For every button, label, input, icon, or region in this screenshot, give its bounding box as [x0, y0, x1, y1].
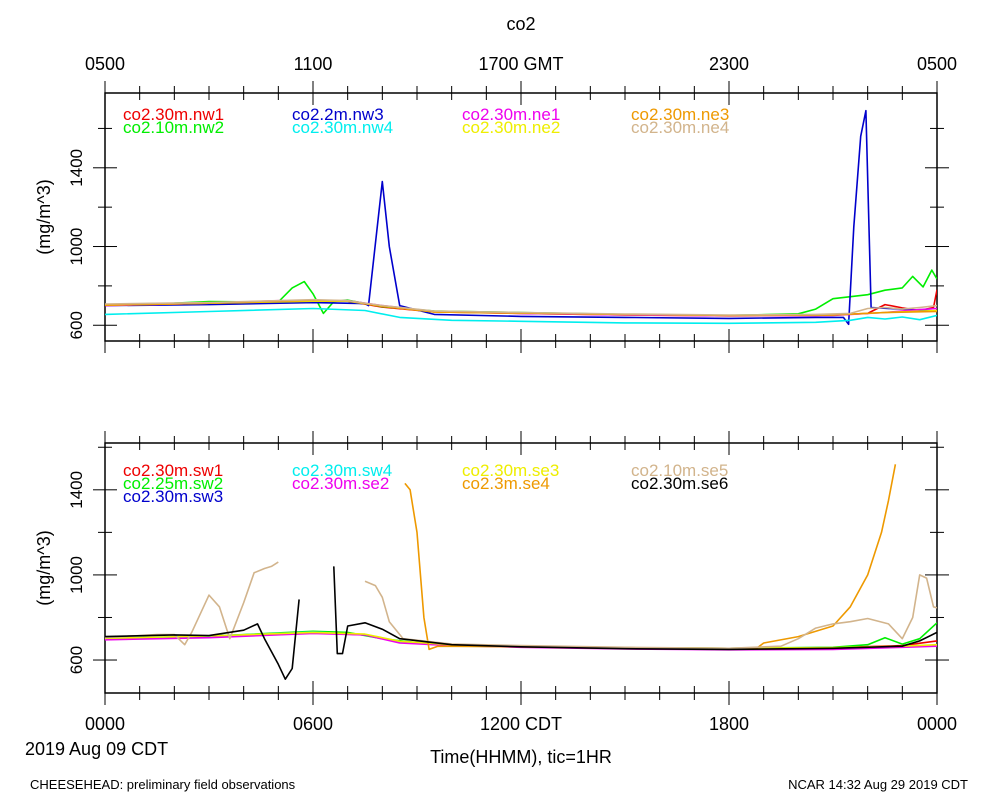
legend-entry: co2.30m.se2 — [292, 474, 389, 493]
top-tick-label: 0500 — [917, 54, 957, 74]
legend-entry: co2.30m.ne3 — [631, 105, 729, 124]
legend-entry: co2.30m.se3 — [462, 461, 559, 480]
date-label: 2019 Aug 09 CDT — [25, 739, 168, 759]
legend-entry: co2.30m.ne1 — [462, 105, 560, 124]
bottom-tick-label: 1200 CDT — [480, 714, 562, 734]
legend-entry: co2.10m.nw2 — [123, 118, 224, 137]
bottom-tick-label: 0000 — [917, 714, 957, 734]
bottom-tick-label: 0000 — [85, 714, 125, 734]
bottom-axis-labels: 0000 0600 1200 CDT 1800 0000 — [85, 714, 957, 734]
y-axis-label: (mg/m^3) — [34, 179, 54, 254]
panel-bottom: 600 1000 1400 (mg/m^3) co2.30m.sw1co2.25m.sw… — [34, 431, 949, 705]
legend-entry: co2.10m.se5 — [631, 461, 728, 480]
y-tick-label: 1400 — [67, 149, 86, 187]
legend-entry: co2.30m.ne2 — [462, 118, 560, 137]
y-tick-label: 600 — [67, 311, 86, 339]
series-line-co2-10m-nw2 — [105, 269, 937, 317]
y-axis-label: (mg/m^3) — [34, 530, 54, 605]
panel-top: 600 1000 1400 (mg/m^3) co2.30m.nw1co2.10m.nw… — [34, 81, 949, 353]
footer-left: CHEESEHEAD: preliminary field observatio… — [30, 777, 296, 792]
bottom-tick-label: 0600 — [293, 714, 333, 734]
y-tick-label: 1400 — [67, 471, 86, 509]
series-line-co2-30m-se6 — [105, 566, 937, 680]
y-tick-label: 600 — [67, 646, 86, 674]
series-line-co2-30m-nw4 — [105, 307, 937, 325]
top-tick-label: 2300 — [709, 54, 749, 74]
legend-entry: co2.30m.sw4 — [292, 461, 392, 480]
top-tick-label: 1100 — [294, 54, 333, 74]
top-axis-labels: 0500 1100 1700 GMT 2300 0500 — [85, 54, 957, 74]
legend-entry: co2.30m.nw1 — [123, 105, 224, 124]
y-tick-label: 1000 — [67, 228, 86, 266]
top-tick-label: 1700 GMT — [478, 54, 563, 74]
series-line-co2-30m-ne4 — [105, 298, 937, 316]
series-line-co2-2m-nw3 — [105, 109, 937, 326]
legend-entry: co2.3m.se4 — [462, 474, 550, 493]
legend-entry: co2.30m.nw4 — [292, 118, 393, 137]
footer-right: NCAR 14:32 Aug 29 2019 CDT — [788, 777, 968, 792]
x-axis-label: Time(HHMM), tic=1HR — [430, 747, 612, 767]
y-tick-label: 1000 — [67, 556, 86, 594]
chart-title: co2 — [506, 14, 535, 34]
top-tick-label: 0500 — [85, 54, 125, 74]
legend-entry: co2.30m.ne4 — [631, 118, 729, 137]
legend-entry: co2.30m.sw3 — [123, 487, 223, 506]
legend-entry: co2.30m.sw1 — [123, 461, 223, 480]
legend-entry: co2.25m.sw2 — [123, 474, 223, 493]
legend-entry: co2.30m.se6 — [631, 474, 728, 493]
legend-entry: co2.2m.nw3 — [292, 105, 384, 124]
bottom-tick-label: 1800 — [709, 714, 749, 734]
